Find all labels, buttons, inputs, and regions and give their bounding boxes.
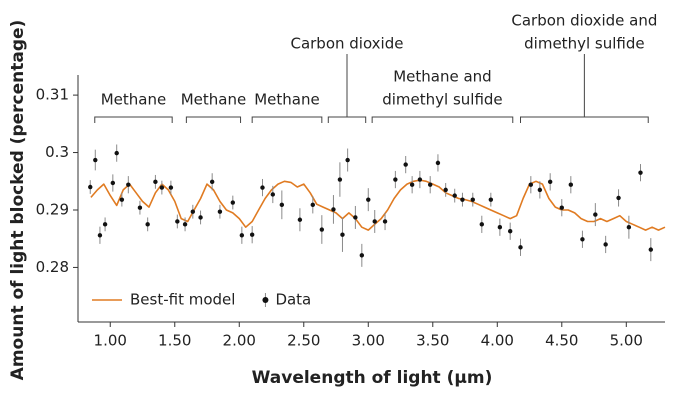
data-point [528,182,534,187]
data-point [249,232,255,237]
y-tick-label: 0.28 [36,258,69,276]
annotation-label: Methane [101,91,167,109]
data-point [198,215,203,220]
annotation-label: Methane [181,91,247,109]
data-point [488,197,494,202]
x-tick-label: 1.50 [158,332,191,350]
x-tick-label: 2.00 [223,332,256,350]
data-point [270,192,276,197]
legend-label: Best-fit model [130,291,235,309]
data-point [452,193,457,198]
data-point [340,232,345,237]
data-point [428,182,433,187]
data-point [626,225,632,230]
data-point [114,150,119,156]
data-point [417,177,423,182]
y-tick-label: 0.31 [36,86,69,104]
data-point [153,179,158,185]
x-tick-label: 2.50 [287,332,320,350]
data-point [279,202,285,208]
annotation-bracket [371,116,514,123]
model-line [90,179,666,231]
y-axis-title: Amount of light blocked (percentage) [8,20,28,381]
data-point [88,184,93,190]
data-point [260,185,265,190]
data-point [470,197,475,202]
annotation-label: dimethyl sulfide [524,35,644,53]
data-point [97,233,103,238]
data-point [230,200,236,205]
data-point [372,219,377,224]
data-point [331,207,336,212]
data-point [337,177,343,182]
annotation-bracket [94,116,173,123]
data-point [93,157,98,163]
data-point [460,197,465,202]
data-point [497,225,503,230]
data-point [102,222,108,227]
data-point [366,197,371,202]
data-point [593,212,598,217]
data-point [159,185,165,190]
annotation-bracket [327,116,367,123]
annotation-label: Carbon dioxide [290,35,403,53]
annotation-bracket [520,116,649,123]
data-point [182,222,188,227]
x-axis-title: Wavelength of light (µm) [252,368,493,388]
annotation-label: dimethyl sulfide [382,91,502,109]
x-tick-label: 1.00 [94,332,127,350]
data-point [353,215,358,220]
data-point [537,187,543,193]
data-point [580,237,585,242]
data-point [547,179,553,185]
data-point [409,182,415,187]
data-point [190,209,196,214]
data-point [507,229,513,234]
legend-label: Data [275,291,311,309]
data-point [393,177,398,182]
data-point [359,253,365,258]
data-point [435,160,441,166]
y-tick-label: 0.3 [45,143,69,161]
data-point [345,157,350,163]
data-point [568,182,574,187]
data-point [119,197,125,202]
x-tick-label: 5.00 [610,332,643,350]
data-point [217,209,223,214]
annotation-label: Carbon dioxide and [511,12,657,30]
data-point [638,170,643,175]
data-point [137,205,143,210]
legend-marker [262,297,269,303]
data-point [175,219,180,224]
data-point [110,180,116,186]
data-point [168,185,174,190]
data-point [297,217,303,222]
annotation-bracket [251,116,323,123]
annotation-bracket [185,116,242,123]
data-point [403,162,408,167]
data-point [616,195,621,201]
data-point [479,222,485,227]
data-point [319,227,325,232]
annotation-label: Methane and [393,68,491,86]
annotation-label: Methane [254,91,320,109]
y-tick-label: 0.29 [36,200,69,218]
data-point [145,222,150,227]
data-point [239,233,245,238]
data-point [559,205,564,210]
data-point [126,182,131,187]
data-point [382,219,388,224]
data-point [518,245,523,250]
data-point [310,202,315,208]
x-tick-label: 3.50 [416,332,449,350]
data-point [443,187,448,193]
data-point [648,247,654,252]
x-tick-label: 4.50 [545,332,578,350]
x-tick-label: 4.00 [481,332,514,350]
data-point [603,242,608,247]
x-tick-label: 3.00 [352,332,385,350]
data-point [209,179,215,185]
